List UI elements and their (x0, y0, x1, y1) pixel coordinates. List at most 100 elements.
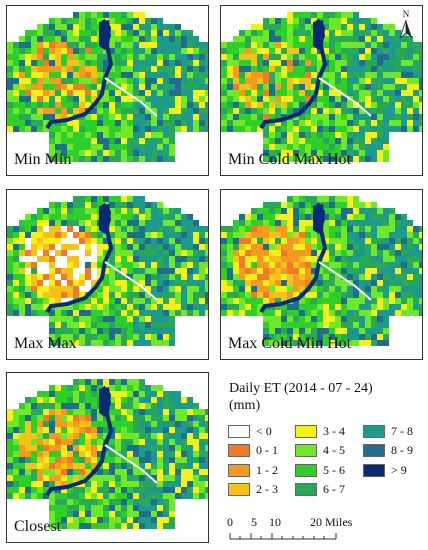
map-cell (175, 469, 181, 475)
et-map (7, 12, 208, 162)
map-cell (115, 523, 121, 529)
map-cell (323, 138, 329, 144)
map-cell (323, 144, 329, 150)
map-cell (407, 232, 413, 238)
map-cell (187, 439, 193, 445)
map-cell (281, 334, 287, 340)
map-cell (383, 232, 389, 238)
map-cell (269, 250, 275, 256)
map-cell (115, 511, 121, 517)
map-cell (91, 415, 97, 421)
map-cell (311, 268, 317, 274)
map-cell (73, 90, 79, 96)
map-cell (239, 274, 245, 280)
map-cell (79, 292, 85, 298)
map-cell (79, 238, 85, 244)
map-cell (293, 250, 299, 256)
map-cell (55, 30, 61, 36)
map-cell (139, 421, 145, 427)
map-cell (347, 316, 353, 322)
map-cell (269, 144, 275, 150)
map-cell (281, 144, 287, 150)
map-cell (329, 220, 335, 226)
map-cell (25, 469, 31, 475)
map-cell (67, 427, 73, 433)
map-cell (251, 126, 257, 132)
map-cell (359, 322, 365, 328)
map-cell (335, 66, 341, 72)
map-cell (269, 18, 275, 24)
map-cell (31, 403, 37, 409)
map-cell (79, 96, 85, 102)
map-cell (365, 250, 371, 256)
map-cell (299, 250, 305, 256)
map-cell (341, 196, 347, 202)
map-cell (31, 48, 37, 54)
map-cell (371, 78, 377, 84)
map-cell (365, 54, 371, 60)
map-cell (157, 457, 163, 463)
map-cell (31, 469, 37, 475)
map-cell (25, 274, 31, 280)
map-cell (91, 397, 97, 403)
map-cell (239, 30, 245, 36)
map-cell (287, 126, 293, 132)
map-cell (109, 469, 115, 475)
map-cell (181, 451, 187, 457)
map-cell (371, 340, 377, 346)
map-cell (19, 421, 25, 427)
map-cell (151, 523, 157, 529)
map-cell (61, 232, 67, 238)
map-cell (67, 391, 73, 397)
map-cell (127, 511, 133, 517)
map-cell (205, 72, 208, 78)
map-cell (115, 463, 121, 469)
map-cell (49, 523, 55, 529)
map-cell (49, 421, 55, 427)
map-cell (19, 409, 25, 415)
map-cell (269, 280, 275, 286)
map-cell (257, 244, 263, 250)
map-cell (365, 340, 371, 346)
map-cell (85, 202, 91, 208)
map-cell (227, 256, 233, 262)
map-cell (121, 421, 127, 427)
map-cell (31, 54, 37, 60)
map-cell (193, 304, 199, 310)
map-cell (97, 286, 103, 292)
map-cell (311, 340, 317, 346)
map-cell (7, 433, 13, 439)
map-cell (305, 214, 311, 220)
map-cell (181, 250, 187, 256)
map-cell (299, 150, 305, 156)
map-cell (281, 54, 287, 60)
map-cell (163, 24, 169, 30)
map-cell (121, 280, 127, 286)
map-cell (305, 42, 311, 48)
map-cell (133, 322, 139, 328)
map-cell (389, 90, 395, 96)
map-cell (395, 298, 401, 304)
map-cell (341, 202, 347, 208)
map-cell (221, 108, 227, 114)
map-cell (163, 511, 169, 517)
map-cell (257, 208, 263, 214)
map-cell (317, 310, 323, 316)
map-cell (269, 220, 275, 226)
map-cell (55, 292, 61, 298)
map-cell (121, 244, 127, 250)
map-cell (61, 415, 67, 421)
map-cell (275, 286, 281, 292)
map-cell (79, 196, 85, 202)
map-cell (13, 451, 19, 457)
map-cell (121, 102, 127, 108)
map-cell (389, 66, 395, 72)
map-cell (341, 66, 347, 72)
map-cell (61, 505, 67, 511)
map-cell (133, 84, 139, 90)
map-cell (61, 238, 67, 244)
map-cell (97, 138, 103, 144)
map-cell (121, 72, 127, 78)
map-cell (31, 298, 37, 304)
map-cell (365, 84, 371, 90)
